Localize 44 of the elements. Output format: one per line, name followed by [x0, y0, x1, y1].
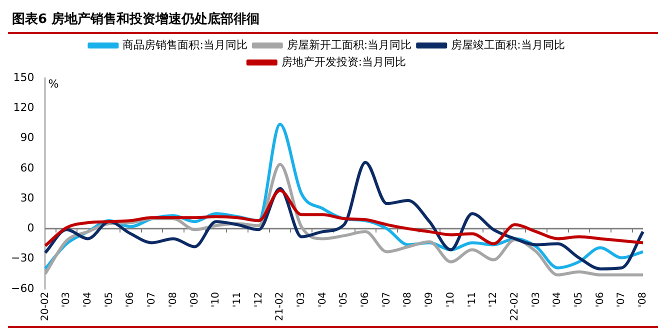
x-tick-label: '09: [189, 292, 200, 308]
x-tick-label: '07: [146, 292, 158, 308]
legend-label: 房屋新开工面积:当月同比: [286, 38, 412, 52]
y-axis-title: %: [48, 77, 59, 90]
x-tick-label: 22-02: [509, 292, 520, 322]
x-tick-label: '03: [296, 292, 307, 308]
legend-label: 房屋竣工面积:当月同比: [451, 38, 565, 52]
x-tick-label: '07: [381, 292, 392, 308]
x-tick-label: '04: [552, 292, 564, 308]
x-tick-label: '05: [104, 292, 115, 308]
x-tick-label: '04: [82, 292, 94, 308]
x-tick-label: '12: [253, 292, 264, 308]
legend-label: 商品房销售面积:当月同比: [122, 38, 248, 52]
x-tick-label: '10: [445, 292, 456, 308]
x-tick-label: '08: [168, 292, 179, 308]
x-tick-label: '05: [574, 292, 585, 308]
x-tick-label: '06: [594, 292, 606, 308]
y-tick-label: 120: [13, 100, 34, 114]
x-tick-label: '10: [210, 292, 222, 308]
y-tick-label: 60: [20, 161, 34, 174]
x-tick-label: '11: [232, 292, 243, 308]
legend-label: 房地产开发投资:当月同比: [281, 55, 406, 68]
x-tick-label: '06: [360, 292, 372, 308]
x-tick-label: '11: [466, 292, 478, 308]
x-tick-label: 20-02: [40, 292, 51, 322]
x-tick-label: '03: [530, 292, 542, 308]
x-tick-label: '08: [402, 292, 414, 308]
y-tick-label: 0: [27, 222, 34, 235]
x-tick-label: '04: [317, 292, 328, 308]
x-tick-label: 21-02: [274, 292, 286, 322]
x-tick-label: '12: [488, 292, 500, 308]
y-tick-label: 150: [13, 70, 34, 84]
y-tick-label: 30: [20, 191, 34, 204]
x-tick-label: '09: [424, 292, 436, 308]
x-tick-label: '05: [338, 292, 350, 308]
x-tick-label: '07: [616, 292, 628, 308]
y-tick-label: 90: [20, 131, 34, 144]
x-tick-label: '08: [638, 292, 649, 308]
x-tick-label: '06: [125, 292, 136, 308]
y-tick-label: −30: [10, 252, 34, 265]
line-series: [44, 189, 644, 248]
y-tick-label: −60: [10, 282, 34, 295]
x-tick-label: '03: [61, 292, 72, 308]
chart-title: 图表6 房地产销售和投资增速仍处底部徘徊: [8, 8, 658, 34]
